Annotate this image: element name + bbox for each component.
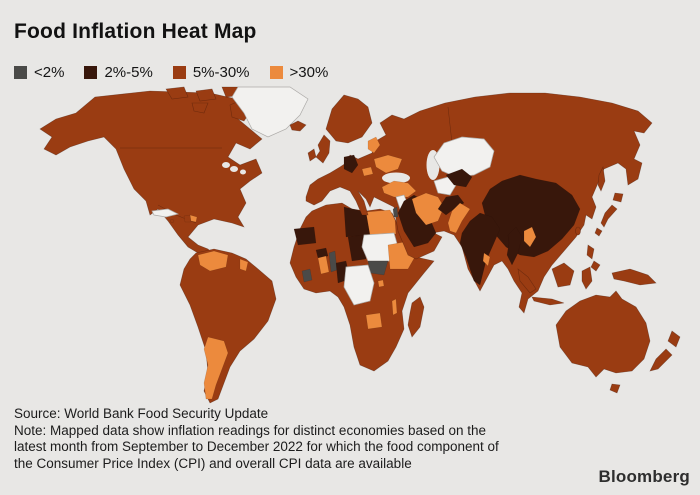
region-uzbekistan [445,168,473,188]
region-sakhalin [597,166,606,192]
region-myanmar [506,226,523,266]
bloomberg-logo: Bloomberg [598,467,690,486]
region-suriname [239,258,249,272]
region-pakistan [447,202,471,234]
region-japan [594,192,624,237]
region-rwanda [377,279,385,288]
region-baltics [367,136,381,154]
legend-item-gt30: >30% [269,64,329,81]
note-line-2: latest month from September to December … [14,439,499,454]
region-india [459,212,501,286]
region-jamaica [169,219,175,223]
black-sea [382,172,410,184]
region-argentina [203,336,229,400]
region-burkina-faso [315,247,329,259]
region-venezuela [197,250,229,272]
region-sri-lanka [482,252,491,267]
region-tasmania [609,383,621,394]
region-philippines [586,244,601,272]
region-turkmenistan [433,176,457,196]
legend-swatch-lt2-icon [14,66,27,79]
world-map [39,86,681,404]
region-liberia [301,268,313,283]
region-iceland [289,120,307,132]
legend-label-2to5: 2%-5% [104,64,153,81]
region-eurasia [305,92,653,314]
legend-label-lt2: <2% [34,64,65,81]
region-australia [555,290,651,378]
legend-item-lt2: <2% [14,64,64,81]
region-ghana [317,255,330,275]
page-title: Food Inflation Heat Map [14,20,257,43]
region-ireland [307,148,317,162]
region-germany [343,154,359,174]
region-egypt [365,209,397,236]
region-dominican-republic [189,214,198,223]
legend-item-2to5: 2%-5% [84,64,153,81]
region-madagascar [407,296,425,338]
region-south-america [179,248,277,404]
region-china [481,174,581,258]
note-line-1: Note: Mapped data show inflation reading… [14,422,487,438]
legend-label-gt30: >30% [289,64,329,81]
region-afghanistan [437,194,465,216]
region-new-guinea [611,268,657,286]
great-lakes [222,162,230,168]
region-united-kingdom [315,134,331,164]
great-lakes-2 [230,166,238,172]
region-turkey [381,180,417,198]
legend-item-5to30: 5%-30% [172,64,250,81]
region-taiwan [575,226,581,236]
region-north-america [39,90,263,262]
note-line-3: the Consumer Price Index (CPI) and overa… [14,455,412,471]
legend-label-5to30: 5%-30% [192,64,250,81]
region-haiti [183,214,192,223]
region-indonesia [517,262,593,306]
footer-notes: Source: World Bank Food Security Update … [14,406,499,472]
great-lakes-3 [240,169,246,175]
region-mauritania [293,226,317,246]
region-scandinavia [325,94,373,144]
region-zimbabwe [365,312,383,330]
region-cuba [151,208,180,218]
region-iran [411,192,445,226]
legend-swatch-2to5-icon [84,66,98,79]
region-new-zealand [649,330,681,372]
region-laos [523,226,537,248]
region-greenland [231,86,309,138]
region-hungary [361,166,374,177]
legend-swatch-5to30-icon [172,66,186,79]
region-dr-congo [343,264,375,306]
region-israel [392,206,399,218]
region-ukraine [373,154,403,174]
source-line: Source: World Bank Food Security Update [14,406,269,421]
border-urals [447,106,453,144]
legend-swatch-gt30-icon [269,66,283,79]
legend: <2% 2%-5% 5%-30% >30% [14,64,328,81]
region-chad [347,234,367,262]
region-malawi [391,298,398,316]
